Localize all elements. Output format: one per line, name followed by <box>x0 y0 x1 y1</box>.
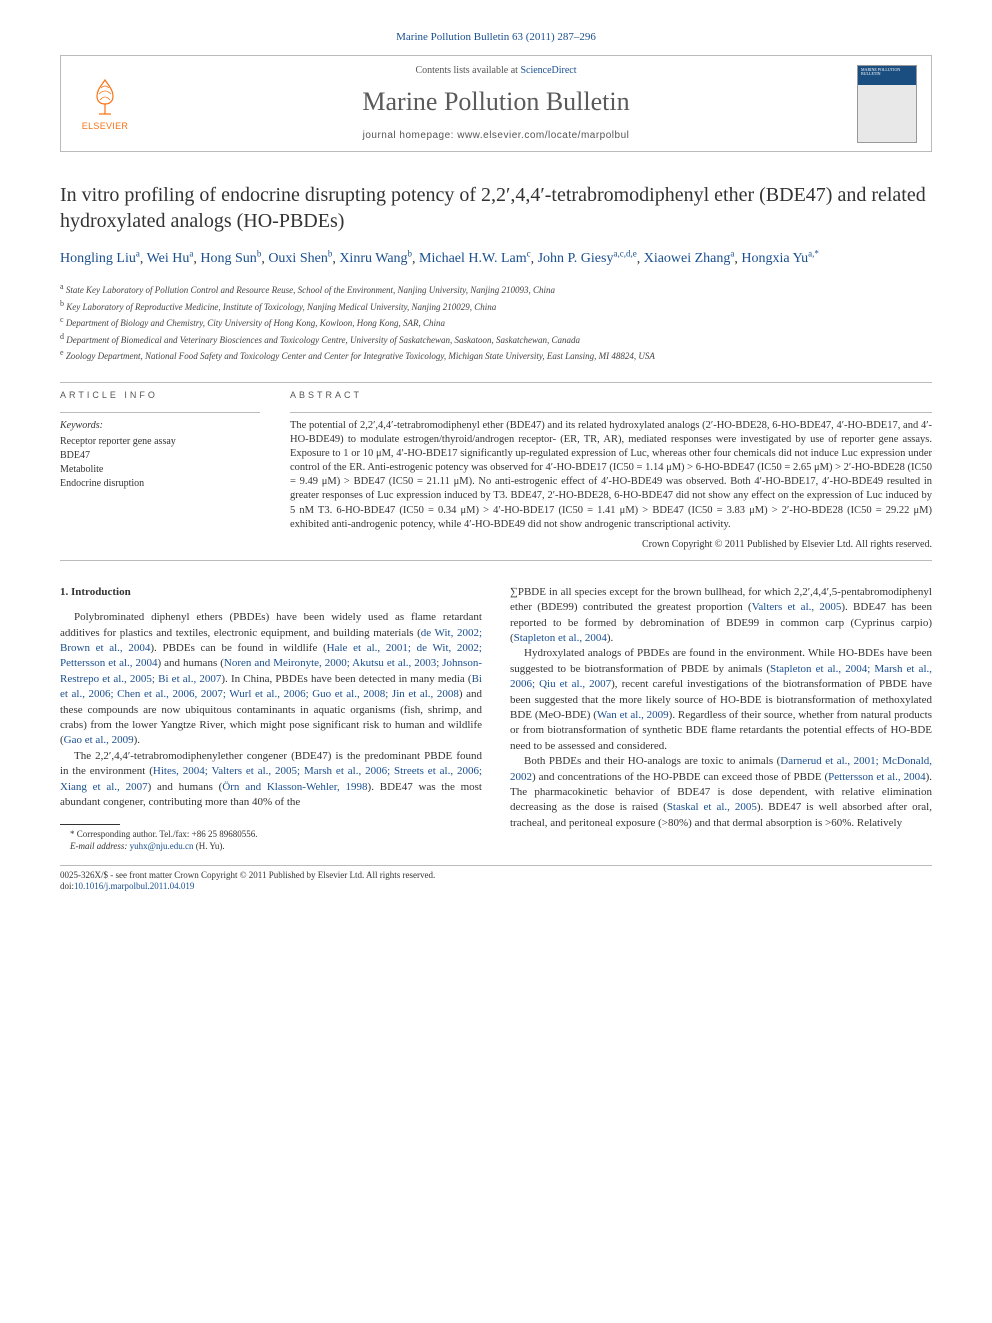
paragraph: Both PBDEs and their HO-analogs are toxi… <box>510 754 932 831</box>
affiliations: a State Key Laboratory of Pollution Cont… <box>60 281 932 364</box>
author-link[interactable]: Xiaowei Zhanga <box>644 251 735 266</box>
author-link[interactable]: Hongxia Yua,* <box>741 251 819 266</box>
affiliation-item: e Zoology Department, National Food Safe… <box>60 347 932 364</box>
article-info-row: ARTICLE INFO Keywords: Receptor reporter… <box>60 389 932 552</box>
journal-reference-link[interactable]: Marine Pollution Bulletin 63 (2011) 287–… <box>396 31 596 43</box>
abstract-text: The potential of 2,2′,4,4′-tetrabromodip… <box>290 419 932 532</box>
citation-link[interactable]: Pettersson et al., 2004 <box>828 771 925 783</box>
keyword-item: Metabolite <box>60 463 260 477</box>
text-run: Polybrominated diphenyl ethers (PBDEs) h… <box>60 611 482 638</box>
author-list: Hongling Liua, Wei Hua, Hong Sunb, Ouxi … <box>60 248 932 270</box>
paragraph: The 2,2′,4,4′-tetrabromodiphenylether co… <box>60 749 482 811</box>
email-footnote: E-mail address: yuhx@nju.edu.cn (H. Yu). <box>60 841 482 853</box>
text-run: ). PBDEs can be found in wildlife ( <box>150 642 326 654</box>
author-link[interactable]: John P. Giesya,c,d,e <box>538 251 637 266</box>
email-suffix: (H. Yu). <box>193 841 224 851</box>
divider <box>290 412 932 413</box>
abstract-label: ABSTRACT <box>290 389 932 402</box>
contents-prefix: Contents lists available at <box>415 65 520 76</box>
journal-name: Marine Pollution Bulletin <box>135 84 857 120</box>
body-column-right: ∑PBDE in all species except for the brow… <box>510 585 932 853</box>
email-label: E-mail address: <box>70 841 127 851</box>
abstract-column: ABSTRACT The potential of 2,2′,4,4′-tetr… <box>290 389 932 552</box>
keyword-item: BDE47 <box>60 449 260 463</box>
author-link[interactable]: Michael H.W. Lamc <box>419 251 531 266</box>
publisher-name: ELSEVIER <box>75 120 135 133</box>
contents-available: Contents lists available at ScienceDirec… <box>135 64 857 78</box>
abstract-copyright: Crown Copyright © 2011 Published by Else… <box>290 538 932 552</box>
journal-cover-thumbnail[interactable]: MARINE POLLUTION BULLETIN <box>857 65 917 143</box>
text-run: ) and humans ( <box>148 781 223 793</box>
body-column-left: 1. Introduction Polybrominated diphenyl … <box>60 585 482 853</box>
keywords-list: Receptor reporter gene assayBDE47Metabol… <box>60 435 260 491</box>
header-center: Contents lists available at ScienceDirec… <box>135 64 857 142</box>
citation-link[interactable]: Örn and Klasson-Wehler, 1998 <box>222 781 367 793</box>
doi-link[interactable]: 10.1016/j.marpolbul.2011.04.019 <box>74 881 194 891</box>
author-link[interactable]: Wei Hua <box>147 251 194 266</box>
citation-link[interactable]: Valters et al., 2005 <box>752 601 842 613</box>
footer-copyright: 0025-326X/$ - see front matter Crown Cop… <box>60 870 932 882</box>
divider <box>60 560 932 561</box>
text-run: ) and humans ( <box>158 657 224 669</box>
divider <box>60 412 260 413</box>
email-link[interactable]: yuhx@nju.edu.cn <box>130 841 194 851</box>
article-info-column: ARTICLE INFO Keywords: Receptor reporter… <box>60 389 260 552</box>
body-columns: 1. Introduction Polybrominated diphenyl … <box>60 585 932 853</box>
affiliation-item: b Key Laboratory of Reproductive Medicin… <box>60 298 932 315</box>
keyword-item: Receptor reporter gene assay <box>60 435 260 449</box>
cover-title: MARINE POLLUTION BULLETIN <box>861 68 913 77</box>
keyword-item: Endocrine disruption <box>60 477 260 491</box>
citation-link[interactable]: Gao et al., 2009 <box>64 734 134 746</box>
elsevier-tree-icon <box>83 74 127 118</box>
footer-doi: doi:10.1016/j.marpolbul.2011.04.019 <box>60 881 932 893</box>
journal-header: ELSEVIER Contents lists available at Sci… <box>60 55 932 151</box>
sciencedirect-link[interactable]: ScienceDirect <box>520 65 576 76</box>
doi-label: doi: <box>60 881 74 891</box>
text-run: ). <box>607 632 613 644</box>
citation-link[interactable]: Wan et al., 2009 <box>597 709 669 721</box>
paragraph: ∑PBDE in all species except for the brow… <box>510 585 932 647</box>
citation-link[interactable]: Stapleton et al., 2004 <box>514 632 607 644</box>
journal-homepage[interactable]: journal homepage: www.elsevier.com/locat… <box>135 129 857 143</box>
author-link[interactable]: Ouxi Shenb <box>268 251 332 266</box>
citation-link[interactable]: Staskal et al., 2005 <box>667 801 757 813</box>
publisher-logo[interactable]: ELSEVIER <box>75 74 135 133</box>
footer-divider <box>60 865 932 866</box>
keywords-label: Keywords: <box>60 419 260 433</box>
footnote-separator <box>60 824 120 825</box>
article-info-label: ARTICLE INFO <box>60 389 260 402</box>
paragraph: Hydroxylated analogs of PBDEs are found … <box>510 646 932 754</box>
author-link[interactable]: Hongling Liua <box>60 251 140 266</box>
journal-reference: Marine Pollution Bulletin 63 (2011) 287–… <box>60 30 932 45</box>
corresponding-author-footnote: * Corresponding author. Tel./fax: +86 25… <box>60 829 482 841</box>
author-link[interactable]: Xinru Wangb <box>339 251 412 266</box>
text-run: ). In China, PBDEs have been detected in… <box>221 673 471 685</box>
affiliation-item: a State Key Laboratory of Pollution Cont… <box>60 281 932 298</box>
affiliation-item: c Department of Biology and Chemistry, C… <box>60 314 932 331</box>
text-run: ) and concentrations of the HO-PBDE can … <box>532 771 828 783</box>
paragraph: Polybrominated diphenyl ethers (PBDEs) h… <box>60 610 482 749</box>
affiliation-item: d Department of Biomedical and Veterinar… <box>60 331 932 348</box>
text-run: ). <box>134 734 140 746</box>
text-run: Both PBDEs and their HO-analogs are toxi… <box>524 755 780 767</box>
section-heading-introduction: 1. Introduction <box>60 585 482 600</box>
divider <box>60 382 932 383</box>
author-link[interactable]: Hong Sunb <box>200 251 261 266</box>
article-title: In vitro profiling of endocrine disrupti… <box>60 182 932 234</box>
